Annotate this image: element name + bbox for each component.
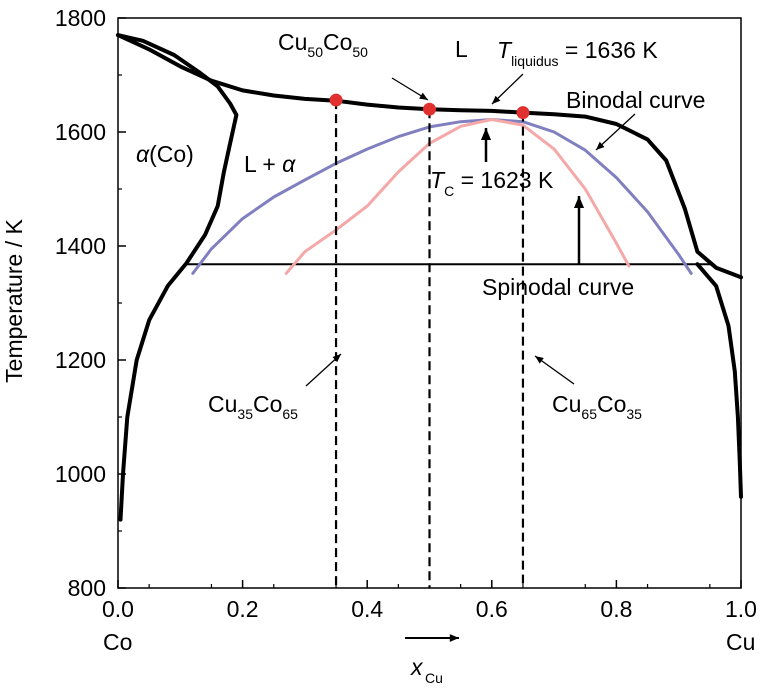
binodal-arrow-head [596, 141, 605, 150]
y-tick-label: 1600 [55, 119, 106, 145]
tc-arrow-head [480, 128, 492, 140]
series-line-1 [116, 33, 239, 522]
cu65-arrow-head [535, 356, 544, 364]
x-axis-subscript: Cu [425, 670, 443, 686]
x-end-label-cu: Cu [726, 629, 755, 655]
x-axis-direction-arrow-head [449, 634, 459, 642]
annotation-spinodal-curve: Spinodal curve [482, 274, 634, 300]
annotation-cu65co35: Cu65Co35 [552, 391, 642, 422]
cu35-arrow-head [332, 354, 341, 363]
x-axis-symbol: x [410, 654, 424, 680]
x-tick-label: 0.8 [600, 596, 632, 622]
y-tick-label: 1000 [55, 461, 106, 487]
annotation-binodal-curve: Binodal curve [566, 87, 705, 113]
x-end-label-co: Co [103, 629, 132, 655]
spinodal-arrow-head [573, 196, 585, 208]
composition-marker [329, 93, 343, 107]
y-tick-label: 1800 [55, 5, 106, 31]
annotation-cu35co65: Cu35Co65 [208, 391, 298, 422]
binodal-arrow [595, 113, 636, 151]
x-tick-label: 0.4 [351, 596, 383, 622]
composition-marker [516, 106, 530, 120]
annotation-cu50co50: Cu50Co50 [278, 29, 368, 60]
x-tick-label: 1.0 [725, 596, 757, 622]
annotation-l-plus-alpha: L + α [244, 151, 296, 177]
y-tick-label: 1400 [55, 233, 106, 259]
annotation-alpha-co: α(Co) [136, 141, 194, 167]
y-tick-label: 1200 [55, 347, 106, 373]
annotation-t-liquidus: Tliquidus = 1636 K [497, 37, 658, 69]
composition-marker [423, 102, 436, 116]
cu50-arrow-head [419, 92, 428, 100]
series-line-0 [116, 33, 743, 280]
x-tick-label: 0.2 [227, 596, 259, 622]
y-axis-label: Temperature / K [1, 219, 27, 383]
series-line-5 [284, 118, 631, 275]
x-axis-label: x Cu [410, 654, 443, 686]
annotation-tc: TC = 1623 K [430, 167, 554, 199]
y-tick-label: 800 [68, 575, 106, 601]
series-line-4 [191, 118, 693, 275]
series-line-2 [695, 262, 743, 499]
annotation-liquid: L [455, 36, 468, 62]
tliquidus-arrow-head [492, 95, 501, 104]
x-tick-label: 0.0 [102, 596, 134, 622]
x-tick-label: 0.6 [476, 596, 508, 622]
